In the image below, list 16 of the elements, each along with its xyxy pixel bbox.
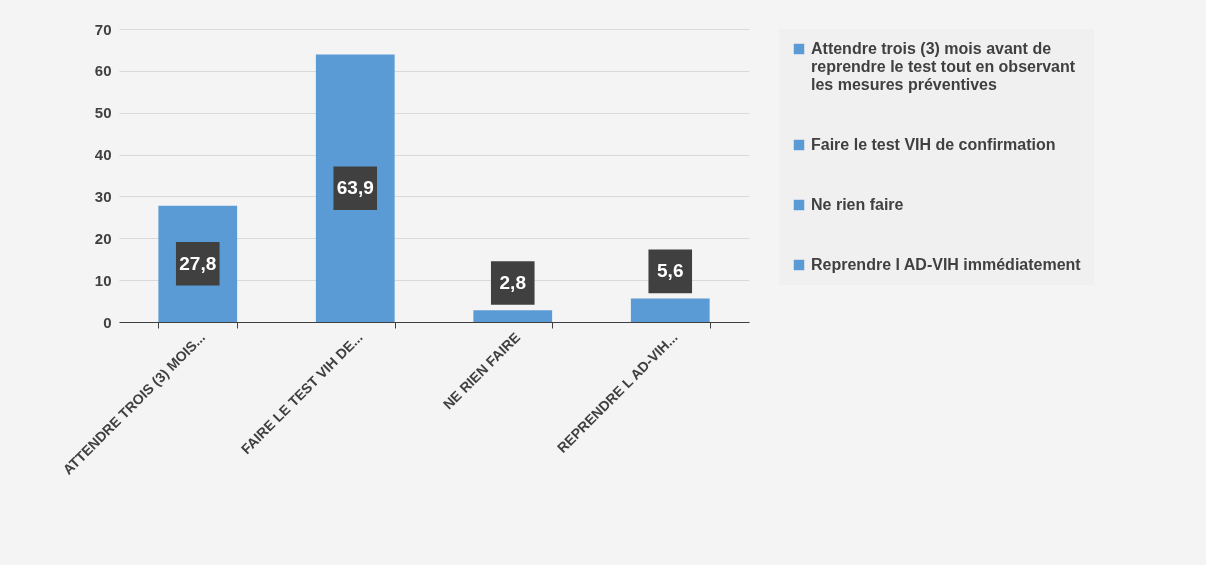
y-tick-label: 0 — [103, 313, 112, 331]
legend-label: Attendre trois (3) mois avant de reprendre le test tout en observant les mesures préventives — [811, 40, 1076, 93]
data-label: 5,6 — [657, 260, 684, 282]
data-label: 63,9 — [336, 177, 374, 199]
y-tick-label: 60 — [94, 62, 112, 80]
y-tick-label: 20 — [94, 229, 112, 247]
legend-label: Reprendre l AD-VIH immédiatement — [811, 256, 1082, 273]
data-label: 2,8 — [499, 272, 526, 294]
y-tick-label: 50 — [94, 104, 112, 122]
y-tick-label: 70 — [94, 20, 112, 38]
data-label: 27,8 — [179, 252, 217, 274]
legend-label: Faire le test VIH de confirmation — [811, 136, 1056, 153]
legend-label: Ne rien faire — [811, 196, 904, 213]
y-tick-label: 30 — [94, 187, 112, 205]
y-tick-label: 10 — [94, 271, 112, 289]
y-tick-label: 40 — [94, 146, 112, 164]
